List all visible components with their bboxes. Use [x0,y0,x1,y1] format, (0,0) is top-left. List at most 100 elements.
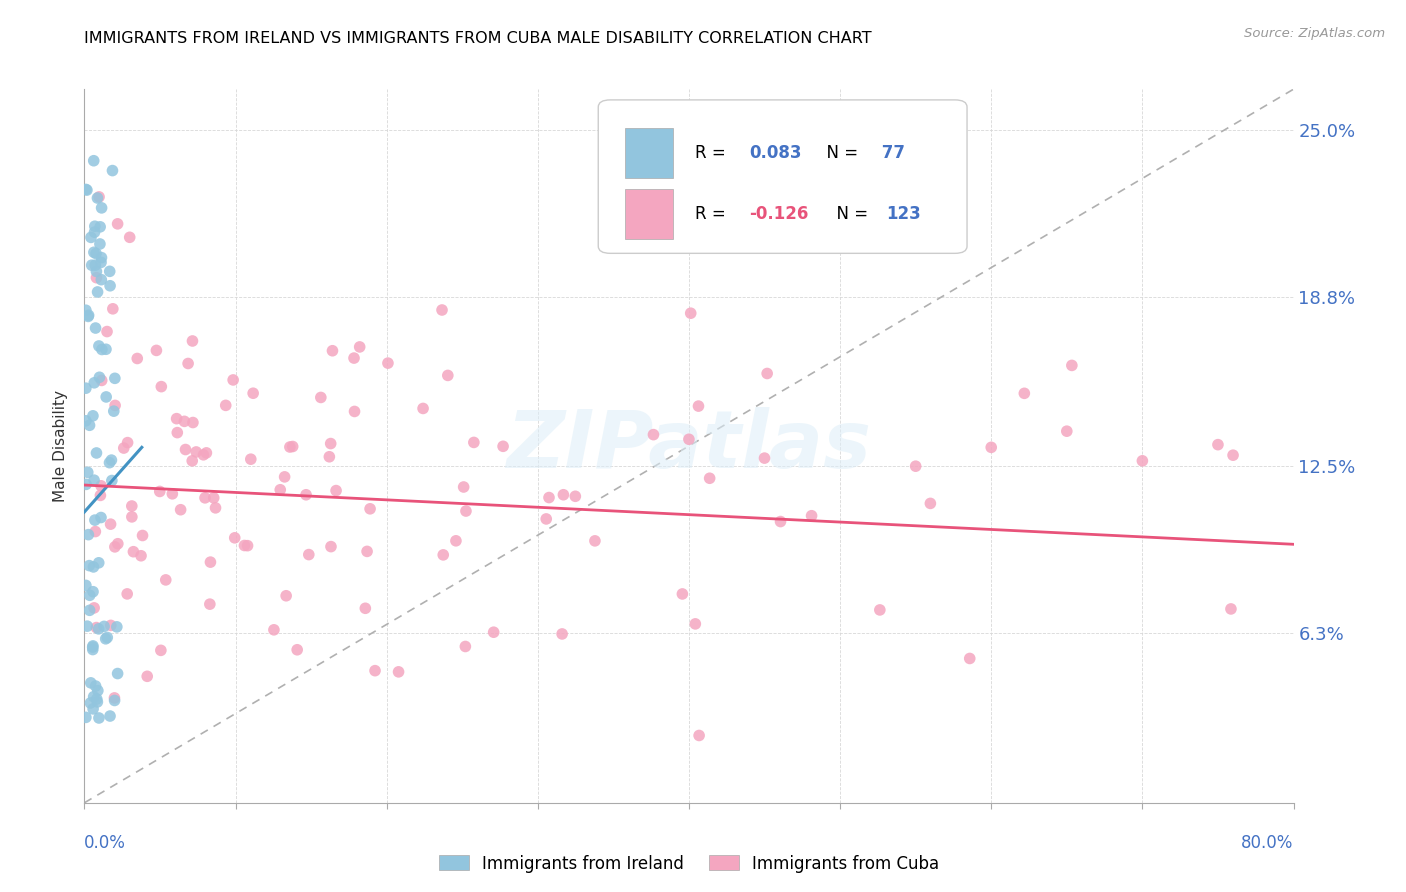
Point [87,711,110,725]
Point [89,370,111,384]
Point [643,427,665,442]
Point [93,619,115,633]
Point [79,418,101,433]
Point [679,306,702,320]
Point [82,639,104,653]
Point [1206,437,1229,451]
Point [90,273,112,287]
Point [155,573,177,587]
Point [94,632,117,646]
Point [671,587,693,601]
Point [1060,359,1083,373]
Point [387,665,409,679]
Point [349,340,371,354]
Point [309,391,332,405]
Point [166,425,188,440]
Point [79,603,101,617]
Point [86,270,108,285]
Point [103,690,125,705]
Point [90,373,112,387]
Point [181,454,204,468]
Point [754,451,776,466]
Point [482,625,505,640]
Point [321,343,343,358]
Point [215,398,238,412]
Point [77,310,100,324]
Point [103,404,125,418]
Point [104,398,127,412]
Point [181,334,204,348]
Point [319,540,342,554]
Point [90,251,112,265]
Point [202,491,225,505]
Point [83,219,105,234]
Point [537,491,560,505]
Point [273,470,295,484]
Point [79,696,101,710]
Point [149,484,172,499]
Point [150,379,173,393]
Point [276,589,298,603]
Point [80,258,103,272]
Point [583,533,606,548]
Point [87,190,110,204]
Point [104,371,127,385]
Point [84,246,107,260]
Point [82,640,104,654]
Point [94,343,117,357]
Point [959,651,981,665]
Point [193,448,215,462]
Point [356,544,378,558]
Point [343,351,366,365]
Point [77,308,100,322]
Point [86,264,108,278]
Point [122,545,145,559]
Point [980,441,1002,455]
Point [84,524,107,539]
Point [166,411,188,425]
Point [82,560,104,574]
Point [136,669,159,683]
Point [204,500,226,515]
Point [104,540,127,554]
Point [82,409,104,423]
Text: 0.0%: 0.0% [84,834,127,852]
Point [83,153,105,168]
Point [89,219,111,234]
Point [84,258,107,272]
Point [83,225,105,239]
Point [117,435,139,450]
Point [118,230,141,244]
Point [756,367,779,381]
Point [121,499,143,513]
Point [553,488,575,502]
Point [75,578,97,592]
Point [224,531,246,545]
Point [800,508,823,523]
Point [101,301,124,316]
Point [564,489,586,503]
Point [129,549,152,563]
Point [83,376,105,390]
Point [1222,448,1244,462]
Point [131,528,153,542]
Point [162,487,184,501]
Point [96,325,118,339]
Point [96,390,118,404]
Point [98,278,121,293]
Point [96,631,118,645]
Point [181,416,204,430]
Point [83,600,105,615]
Point [83,245,105,260]
Point [98,709,121,723]
Point [107,666,129,681]
Point [281,440,304,454]
Point [90,479,112,493]
Point [83,513,105,527]
Point [112,441,135,455]
Point [492,439,515,453]
Y-axis label: Male Disability: Male Disability [53,390,69,502]
Point [77,527,100,541]
Point [87,556,110,570]
Point [432,548,454,562]
